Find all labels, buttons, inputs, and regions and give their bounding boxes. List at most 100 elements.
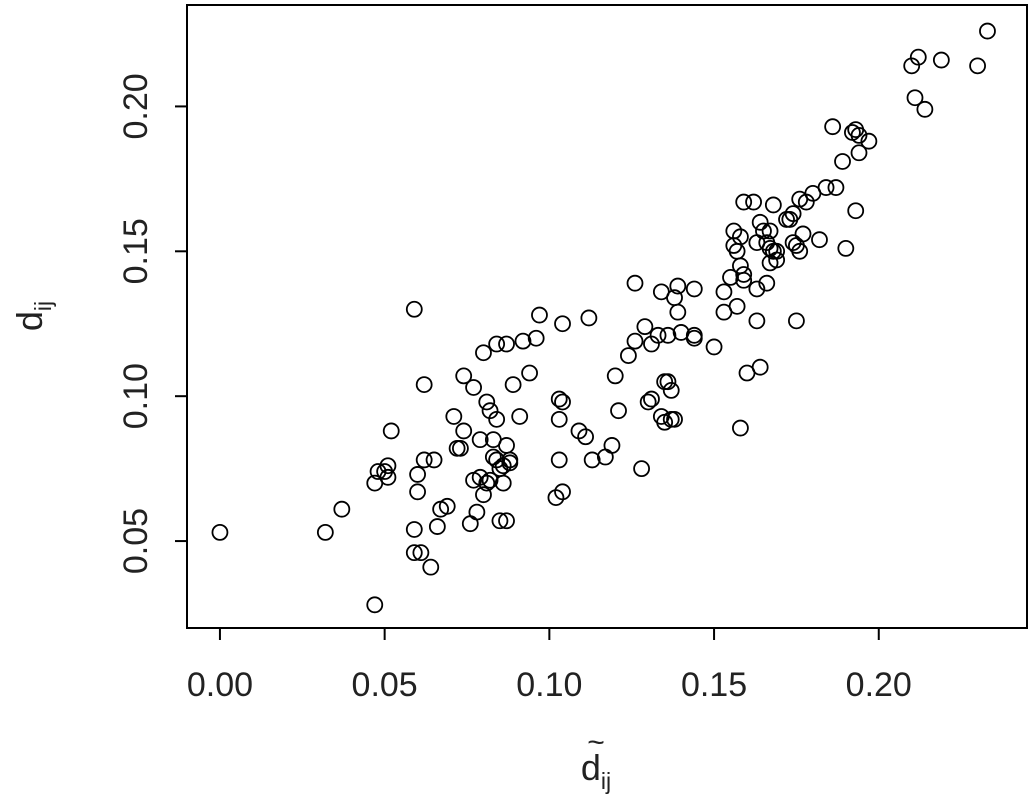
data-point xyxy=(211,523,229,541)
data-point xyxy=(909,48,927,66)
data-point xyxy=(834,153,851,170)
data-point xyxy=(412,544,430,562)
y-tick-label: 0.05 xyxy=(117,508,155,574)
x-tick-label: 0.15 xyxy=(681,666,747,704)
data-point xyxy=(768,242,786,260)
y-axis-title: dij xyxy=(9,301,56,331)
y-axis: 0.05 0.10 0.15 0.20 xyxy=(117,73,187,574)
data-point xyxy=(445,408,463,425)
data-point xyxy=(685,280,703,298)
data-point xyxy=(860,132,878,150)
data-point xyxy=(422,558,440,576)
data-point xyxy=(428,518,446,535)
data-point xyxy=(728,297,746,315)
data-point xyxy=(755,222,772,240)
data-point xyxy=(475,344,492,362)
data-point xyxy=(788,312,805,330)
x-axis-title-main: dij xyxy=(581,747,611,794)
data-point xyxy=(636,318,654,336)
data-point xyxy=(732,419,749,437)
data-point xyxy=(827,179,845,196)
data-point xyxy=(379,468,397,486)
y-axis-title-subscript: ij xyxy=(30,301,56,311)
x-tick-label: 0.20 xyxy=(846,666,912,704)
data-point xyxy=(415,451,433,469)
x-axis-title-accent: ~ xyxy=(587,726,605,759)
data-point xyxy=(758,274,776,292)
data-point xyxy=(333,500,351,518)
data-point xyxy=(554,483,571,501)
data-point xyxy=(498,512,515,530)
data-point xyxy=(501,451,519,469)
data-point xyxy=(850,126,868,144)
data-point xyxy=(791,242,809,260)
data-point xyxy=(455,422,473,440)
data-point xyxy=(468,503,486,521)
data-point xyxy=(580,309,598,327)
x-axis: 0.00 0.05 0.10 0.15 0.20 xyxy=(187,628,912,704)
data-point xyxy=(596,448,614,466)
data-point xyxy=(498,437,515,454)
data-point xyxy=(932,51,950,69)
data-point xyxy=(514,332,532,350)
data-point xyxy=(475,486,492,504)
data-point xyxy=(554,315,571,333)
data-point xyxy=(316,523,334,541)
data-point xyxy=(488,410,506,428)
data-point xyxy=(751,213,769,231)
data-point xyxy=(685,326,703,344)
data-point xyxy=(633,460,650,478)
data-point xyxy=(527,329,545,347)
data-point xyxy=(366,596,384,614)
data-point xyxy=(751,358,769,376)
data-point xyxy=(438,497,456,515)
data-point xyxy=(659,373,677,391)
data-point xyxy=(732,257,749,275)
data-point xyxy=(491,512,509,530)
data-point xyxy=(455,367,473,385)
data-point xyxy=(504,376,522,393)
data-point xyxy=(643,390,660,408)
data-point xyxy=(649,326,667,344)
data-point xyxy=(626,274,644,292)
data-point xyxy=(511,408,529,425)
data-point xyxy=(610,402,627,420)
data-point xyxy=(916,100,934,118)
y-tick-label: 0.20 xyxy=(117,73,155,139)
data-point xyxy=(620,347,637,365)
data-point xyxy=(405,300,423,318)
data-point xyxy=(639,393,657,411)
data-point xyxy=(531,306,548,324)
data-point xyxy=(722,268,739,286)
y-tick-label: 0.10 xyxy=(117,363,155,429)
data-point xyxy=(405,521,423,538)
data-point xyxy=(550,390,568,408)
data-point xyxy=(794,225,812,243)
data-point xyxy=(409,483,426,501)
plot-frame xyxy=(186,4,1028,629)
data-point xyxy=(478,474,496,492)
data-point xyxy=(550,451,568,469)
data-point xyxy=(425,451,443,469)
data-point xyxy=(764,196,782,214)
y-axis-title-main: dij xyxy=(9,301,56,331)
data-point xyxy=(606,367,624,385)
data-point xyxy=(669,303,687,321)
data-point xyxy=(550,410,568,428)
data-point xyxy=(715,283,733,301)
data-point xyxy=(735,271,753,289)
x-axis-title: ~ dij xyxy=(581,726,611,794)
data-point xyxy=(452,439,469,457)
data-point xyxy=(817,179,835,196)
data-point xyxy=(768,251,786,269)
data-point xyxy=(748,280,766,298)
data-point xyxy=(906,89,924,107)
data-point xyxy=(603,437,621,454)
data-point xyxy=(498,335,515,353)
data-point xyxy=(481,471,499,489)
x-axis-title-subscript: ij xyxy=(601,768,611,794)
y-axis-title-letter: d xyxy=(9,311,50,331)
data-point xyxy=(405,544,423,562)
